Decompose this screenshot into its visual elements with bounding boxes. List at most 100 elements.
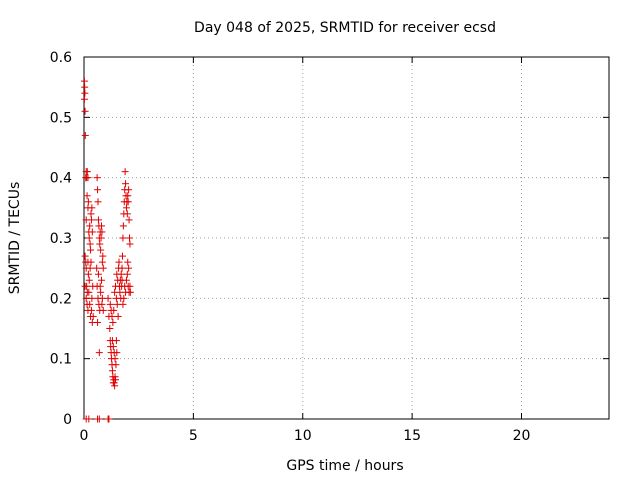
data-point bbox=[119, 300, 127, 308]
data-point bbox=[86, 240, 94, 248]
data-point bbox=[85, 276, 93, 284]
data-point bbox=[82, 294, 90, 302]
data-point bbox=[108, 312, 116, 320]
data-points bbox=[80, 77, 134, 423]
tick-labels: 0 5 10 15 20 0 0.1 0.2 0.3 0.4 0.5 0.6 bbox=[50, 50, 531, 444]
data-point bbox=[117, 270, 125, 278]
data-point bbox=[81, 107, 89, 115]
data-point bbox=[126, 240, 134, 248]
data-point bbox=[80, 95, 88, 103]
data-point bbox=[81, 131, 89, 139]
data-point bbox=[93, 174, 101, 182]
data-point bbox=[96, 240, 104, 248]
data-point bbox=[97, 234, 105, 242]
data-point bbox=[83, 168, 91, 176]
data-point bbox=[119, 222, 127, 230]
data-point bbox=[109, 343, 117, 351]
y-axis-label: SRMTID / TECUs bbox=[7, 182, 23, 295]
data-point bbox=[84, 198, 92, 206]
data-point bbox=[87, 246, 95, 254]
grid-lines bbox=[84, 57, 609, 419]
y-tick-label: 0.3 bbox=[50, 231, 72, 247]
data-point bbox=[113, 349, 121, 357]
data-point bbox=[118, 276, 126, 284]
y-tick-label: 0.1 bbox=[50, 352, 72, 368]
data-point bbox=[118, 264, 126, 272]
data-point bbox=[105, 415, 113, 423]
data-point bbox=[85, 415, 93, 423]
data-point bbox=[112, 337, 120, 345]
data-point bbox=[98, 300, 106, 308]
data-point bbox=[85, 288, 93, 296]
x-tick-label: 0 bbox=[80, 428, 89, 444]
data-point bbox=[87, 210, 95, 218]
y-tick-label: 0 bbox=[63, 412, 72, 428]
data-point bbox=[87, 216, 95, 224]
x-tick-label: 5 bbox=[189, 428, 198, 444]
data-point bbox=[86, 300, 94, 308]
data-point bbox=[98, 276, 105, 284]
data-point bbox=[124, 192, 132, 200]
data-point bbox=[98, 228, 106, 236]
data-point bbox=[97, 288, 105, 296]
data-point bbox=[89, 312, 97, 320]
data-point bbox=[81, 89, 89, 97]
data-point bbox=[122, 204, 130, 212]
data-point bbox=[99, 306, 107, 314]
data-point bbox=[98, 222, 105, 230]
data-point bbox=[94, 186, 102, 194]
y-tick-label: 0.2 bbox=[50, 291, 72, 307]
data-point bbox=[119, 252, 126, 260]
data-point bbox=[99, 252, 107, 260]
data-point bbox=[88, 204, 96, 212]
data-point bbox=[94, 198, 102, 206]
y-tick-label: 0.4 bbox=[50, 171, 72, 187]
data-point bbox=[104, 294, 112, 302]
data-point bbox=[122, 180, 130, 188]
data-point bbox=[81, 282, 89, 290]
data-point bbox=[125, 264, 133, 272]
x-axis-label: GPS time / hours bbox=[286, 458, 403, 474]
data-point bbox=[119, 234, 127, 242]
data-point bbox=[85, 234, 93, 242]
data-point bbox=[83, 192, 91, 200]
data-point bbox=[106, 325, 114, 332]
data-point bbox=[81, 252, 89, 260]
data-point bbox=[88, 228, 96, 236]
data-point bbox=[97, 246, 105, 254]
data-point bbox=[86, 264, 94, 272]
data-point bbox=[95, 415, 103, 423]
data-point bbox=[84, 270, 92, 278]
data-point bbox=[121, 168, 129, 176]
data-point bbox=[94, 318, 102, 326]
data-point bbox=[111, 355, 119, 363]
x-tick-label: 10 bbox=[294, 428, 312, 444]
data-point bbox=[114, 312, 122, 320]
chart-title: Day 048 of 2025, SRMTID for receiver ecs… bbox=[194, 20, 496, 36]
data-point bbox=[80, 77, 88, 85]
data-point bbox=[106, 300, 114, 308]
x-tick-label: 15 bbox=[403, 428, 421, 444]
tick-marks bbox=[83, 56, 609, 420]
data-point bbox=[123, 210, 131, 218]
y-tick-label: 0.6 bbox=[50, 50, 72, 66]
data-point bbox=[125, 186, 133, 194]
data-point bbox=[124, 258, 132, 266]
data-point bbox=[98, 258, 106, 266]
data-point bbox=[84, 174, 92, 182]
data-point bbox=[120, 294, 128, 302]
data-point bbox=[126, 234, 133, 242]
plot-frame bbox=[83, 56, 610, 420]
data-point bbox=[94, 216, 102, 224]
data-point bbox=[87, 258, 95, 266]
data-point bbox=[112, 361, 120, 369]
data-point bbox=[109, 318, 117, 326]
data-point bbox=[110, 306, 118, 314]
data-point bbox=[126, 288, 134, 296]
data-point bbox=[94, 270, 102, 278]
data-point bbox=[95, 349, 103, 357]
data-point bbox=[99, 264, 107, 272]
data-point bbox=[124, 198, 132, 206]
data-point bbox=[125, 216, 133, 224]
